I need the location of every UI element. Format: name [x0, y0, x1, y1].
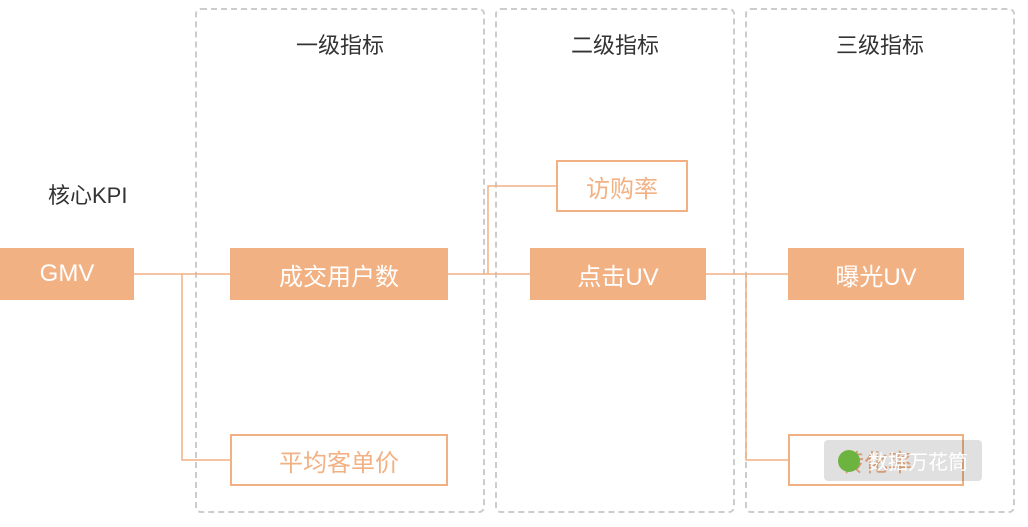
node-avgprice: 平均客单价: [230, 434, 448, 486]
wechat-icon: [838, 450, 860, 472]
node-gmv: GMV: [0, 248, 134, 300]
column-header: 三级指标: [747, 28, 1013, 60]
node-users: 成交用户数: [230, 248, 448, 300]
node-visitbuy: 访购率: [556, 160, 688, 212]
column-header: 一级指标: [197, 28, 483, 60]
watermark-text: 数据万花筒: [868, 446, 968, 475]
diagram-canvas: 一级指标 二级指标 三级指标 核心KPI GMV 成交用户数 平均客单价 访购率…: [0, 0, 1028, 527]
node-clickuv: 点击UV: [530, 248, 706, 300]
kpi-side-label: 核心KPI: [48, 178, 127, 210]
column-header: 二级指标: [497, 28, 733, 60]
watermark: 数据万花筒: [824, 440, 982, 481]
node-expouv: 曝光UV: [788, 248, 964, 300]
